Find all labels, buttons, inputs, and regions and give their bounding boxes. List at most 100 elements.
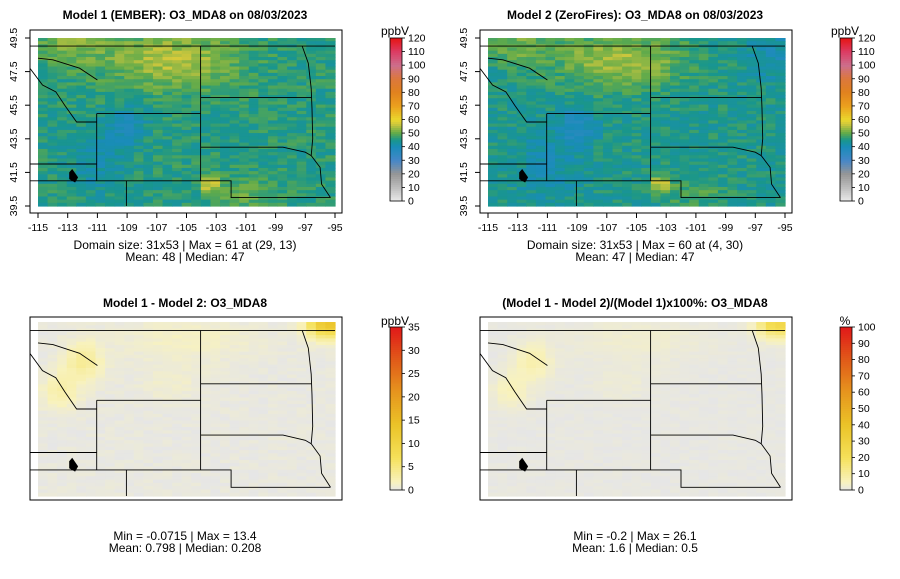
heatmap-cell	[287, 47, 298, 52]
heatmap-cell	[775, 76, 786, 80]
heatmap-cell	[57, 98, 68, 102]
colorbar-swatch	[840, 56, 852, 59]
heatmap-cell	[535, 126, 547, 131]
heatmap-cell	[57, 397, 68, 402]
heatmap-cell	[47, 410, 58, 415]
heatmap-cell	[602, 171, 614, 175]
heatmap-cell	[737, 63, 748, 68]
heatmap-cell	[622, 148, 633, 153]
heatmap-cell	[239, 133, 250, 137]
heatmap-cell	[775, 186, 786, 191]
heatmap-cell	[133, 443, 144, 448]
heatmap-cell	[76, 148, 87, 153]
heatmap-cell	[38, 69, 49, 74]
heatmap-cell	[66, 413, 77, 418]
heatmap-cell	[143, 101, 154, 106]
heatmap-cell	[535, 136, 547, 141]
heatmap-cell	[239, 196, 250, 201]
heatmap-cell	[507, 63, 518, 68]
heatmap-cell	[622, 186, 633, 191]
heatmap-cell	[746, 79, 757, 83]
heatmap-cell	[95, 202, 106, 207]
heatmap-cell	[210, 351, 221, 356]
heatmap-cell	[325, 202, 336, 207]
heatmap-cell	[114, 142, 125, 147]
heatmap-cell	[488, 199, 499, 204]
heatmap-cell	[248, 361, 259, 366]
colorbar-swatch	[840, 194, 852, 198]
heatmap-cell	[277, 60, 288, 64]
heatmap-cell	[191, 133, 202, 137]
heatmap-cell	[593, 66, 604, 71]
heatmap-cell	[574, 79, 585, 83]
heatmap-cell	[727, 60, 738, 64]
heatmap-cell	[124, 450, 135, 454]
colorbar-swatch	[840, 105, 852, 108]
heatmap-cell	[296, 361, 307, 366]
heatmap-cell	[95, 354, 106, 359]
heatmap-cell	[602, 142, 614, 147]
heatmap-cell	[631, 85, 642, 90]
heatmap-cell	[564, 41, 575, 45]
heatmap-cell	[38, 101, 49, 106]
heatmap-cell	[746, 177, 757, 182]
heatmap-cell	[497, 95, 508, 99]
x-tick-label: -99	[268, 222, 283, 234]
heatmap-cell	[124, 53, 135, 58]
heatmap-cell	[124, 358, 135, 362]
colorbar-swatch	[840, 188, 852, 192]
heatmap-cell	[641, 161, 652, 166]
heatmap-cell	[497, 126, 508, 131]
heatmap-cell	[488, 88, 499, 93]
heatmap-cell	[593, 174, 604, 179]
heatmap-cell	[315, 404, 327, 408]
heatmap-cell	[526, 177, 537, 182]
heatmap-cell	[85, 400, 97, 405]
heatmap-cell	[85, 180, 97, 185]
heatmap-cell	[535, 148, 547, 153]
heatmap-cell	[229, 190, 240, 194]
heatmap-cell	[679, 66, 690, 71]
heatmap-cell	[152, 60, 164, 64]
heatmap-cell	[296, 325, 307, 330]
heatmap-cell	[38, 404, 49, 408]
heatmap-cell	[258, 142, 269, 147]
heatmap-cell	[114, 335, 125, 340]
heatmap-cell	[114, 69, 125, 74]
heatmap-cell	[181, 325, 192, 330]
heatmap-cell	[574, 142, 585, 147]
heatmap-cell	[727, 95, 738, 99]
heatmap-cell	[85, 384, 97, 389]
heatmap-cell	[47, 158, 58, 163]
heatmap-cell	[47, 404, 58, 408]
heatmap-cell	[545, 145, 556, 150]
heatmap-cell	[277, 142, 288, 147]
heatmap-cell	[689, 167, 700, 172]
heatmap-cell	[229, 397, 240, 402]
heatmap-cell	[775, 148, 786, 153]
heatmap-cell	[545, 180, 556, 185]
y-tick-label: 49.5	[8, 28, 20, 49]
colorbar-swatch	[840, 60, 852, 63]
heatmap-cell	[535, 66, 547, 71]
heatmap-cell	[229, 104, 240, 109]
heatmap-cell	[267, 142, 279, 147]
heatmap-cell	[277, 367, 288, 372]
heatmap-cell	[162, 41, 173, 45]
colorbar-tick-label: 90	[408, 73, 420, 85]
heatmap-cell	[95, 120, 106, 125]
heatmap-cell	[516, 85, 527, 90]
heatmap-cell	[717, 88, 729, 93]
heatmap-cell	[296, 76, 307, 80]
heatmap-cell	[162, 114, 173, 118]
heatmap-cell	[622, 120, 633, 125]
heatmap-cell	[670, 174, 681, 179]
heatmap-cell	[105, 57, 116, 61]
heatmap-cell	[287, 190, 298, 194]
heatmap-cell	[583, 72, 594, 77]
heatmap-cell	[95, 443, 106, 448]
heatmap-cell	[526, 85, 537, 90]
heatmap-cell	[708, 110, 719, 115]
heatmap-cell	[191, 407, 202, 412]
heatmap-cell	[220, 82, 231, 87]
